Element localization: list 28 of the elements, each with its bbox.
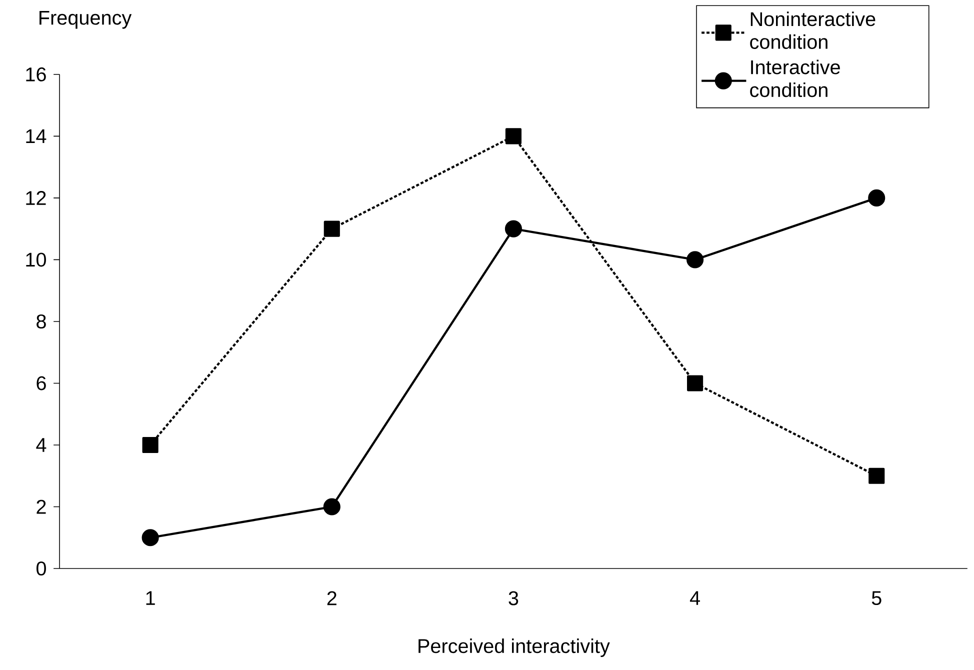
y-tick-label: 2: [36, 500, 46, 514]
y-tick-label: 12: [26, 191, 46, 205]
y-tick-label: 4: [36, 438, 46, 452]
y-tick-label: 14: [26, 129, 46, 144]
point: [505, 128, 522, 144]
point: [868, 190, 886, 207]
x-tick-label: 3: [508, 591, 518, 606]
y-tick-label: 6: [36, 376, 46, 390]
x-axis-title: Perceived interactivity: [418, 638, 610, 658]
point: [868, 468, 885, 484]
point: [504, 220, 522, 238]
x-tick-label: 4: [690, 591, 700, 605]
legend-label: Noninteractive condition: [750, 12, 876, 50]
point: [323, 498, 340, 516]
point: [324, 220, 340, 237]
y-tick-label: 16: [26, 68, 46, 82]
legend-label: Interactive condition: [750, 60, 840, 98]
y-tick-label: 0: [36, 562, 46, 576]
x-tick-label: 5: [872, 591, 882, 606]
y-tick-label: 10: [26, 252, 46, 267]
x-tick-label: 2: [327, 591, 336, 606]
point: [687, 375, 704, 392]
point: [686, 251, 704, 268]
point: [142, 529, 159, 546]
x-tick-label: 1: [146, 591, 155, 605]
y-tick-label: 8: [36, 314, 46, 329]
y-axis-title: Frequency: [40, 11, 132, 29]
point: [142, 437, 158, 454]
